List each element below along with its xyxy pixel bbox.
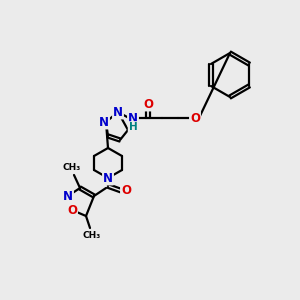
Text: N: N — [103, 172, 113, 184]
Text: N: N — [128, 112, 138, 125]
Text: CH₃: CH₃ — [83, 231, 101, 240]
Text: N: N — [99, 116, 109, 128]
Text: O: O — [143, 98, 153, 110]
Text: O: O — [67, 203, 77, 217]
Text: H: H — [129, 122, 137, 132]
Text: CH₃: CH₃ — [63, 163, 81, 172]
Text: N: N — [63, 190, 73, 202]
Text: O: O — [190, 112, 200, 124]
Text: O: O — [121, 184, 131, 197]
Text: N: N — [113, 106, 123, 118]
